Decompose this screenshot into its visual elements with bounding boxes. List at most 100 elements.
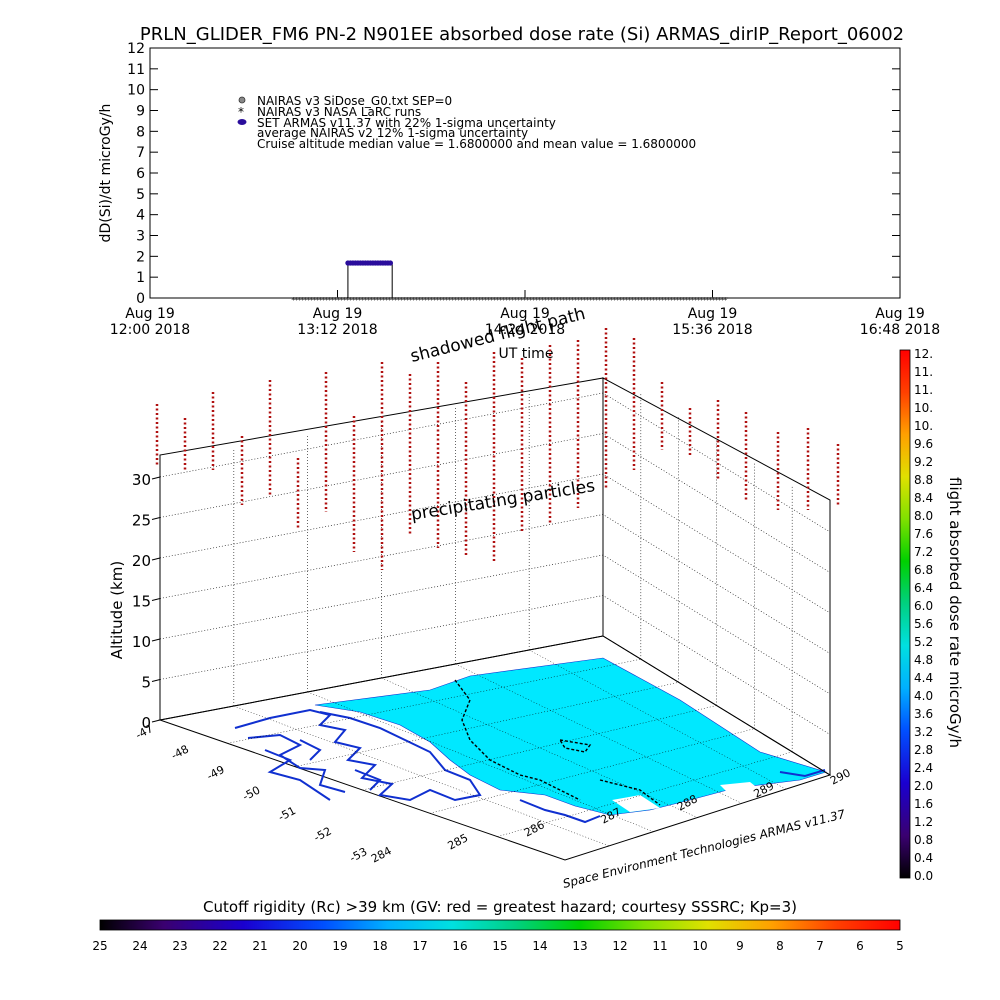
dose-y-tick-label: 0 [136, 291, 145, 307]
altitude-z-ticks: 0 5 10 15 20 25 30 [132, 471, 161, 732]
dose-colorbar-tick: 7.6 [914, 527, 933, 541]
nairas-point: * [711, 296, 715, 305]
floor-gridline [429, 728, 755, 814]
nairas-point: * [720, 296, 724, 305]
legend-marker-sep0 [238, 96, 246, 104]
nairas-point: * [609, 296, 613, 305]
dose-colorbar-tick: 10. [914, 419, 933, 433]
nairas-point: * [552, 296, 556, 305]
nairas-point: * [537, 296, 541, 305]
nairas-point: * [528, 296, 532, 305]
rigidity-colorbar-tick: 18 [372, 939, 387, 953]
nairas-point: * [363, 296, 367, 305]
nairas-point: * [681, 296, 685, 305]
dose-colorbar-tick: 0.8 [914, 833, 933, 847]
dose-colorbar-tick: 4.0 [914, 689, 933, 703]
latitude-tick-label: -51 [276, 804, 298, 824]
altitude-tick-label: 30 [132, 471, 151, 489]
nairas-point: * [360, 296, 364, 305]
dose-colorbar-tick: 3.6 [914, 707, 933, 721]
armas-point [387, 260, 394, 266]
nairas-point: * [576, 296, 580, 305]
dose-colorbar-tick: 8.0 [914, 509, 933, 523]
nairas-point: * [336, 296, 340, 305]
dose-colorbar-gradient [899, 349, 911, 879]
nairas-point: * [321, 296, 325, 305]
rigidity-colorbar-tick: 23 [172, 939, 187, 953]
nairas-point: * [705, 296, 709, 305]
dose-colorbar-tick: 5.6 [914, 617, 933, 631]
dose-y-tick-label: 3 [136, 229, 145, 245]
altitude-tick-label: 5 [141, 674, 151, 692]
rigidity-colorbar-tick: 6 [856, 939, 864, 953]
nairas-point: * [555, 296, 559, 305]
altitude-tick-mark [151, 638, 161, 642]
nairas-point: * [648, 296, 652, 305]
nairas-point: * [492, 296, 496, 305]
rigidity-colorbar-tick: 9 [736, 939, 744, 953]
rigidity-colorbar-tick: 19 [332, 939, 347, 953]
dose-colorbar-tick: 6.8 [914, 563, 933, 577]
nairas-point: * [708, 296, 712, 305]
dose-colorbar-tick: 6.4 [914, 581, 933, 595]
rigidity-colorbar-tick: 17 [412, 939, 427, 953]
dose-y-tick-label: 7 [136, 145, 145, 161]
nairas-point: * [603, 296, 607, 305]
nairas-point: * [408, 296, 412, 305]
dose-colorbar-tick: 2.0 [914, 779, 933, 793]
floor-gridline [381, 677, 698, 818]
dose-colorbar-tick: 0.0 [914, 869, 933, 883]
nairas-point: * [402, 296, 406, 305]
nairas-point: * [660, 296, 664, 305]
nairas-point: * [405, 296, 409, 305]
dose-x-tick-time: 12:00 2018 [110, 322, 190, 338]
dose-x-tick-time: 16:48 2018 [860, 322, 940, 338]
altitude-gridline [159, 595, 831, 735]
nairas-point: * [396, 296, 400, 305]
nairas-point: * [615, 296, 619, 305]
nairas-point: * [324, 296, 328, 305]
rigidity-colorbar: Cutoff rigidity (Rc) >39 km (GV: red = g… [92, 898, 903, 953]
dose-y-tick-label: 9 [136, 104, 145, 120]
dose-colorbar-tick: 0.4 [914, 851, 933, 865]
nairas-point: * [420, 296, 424, 305]
latitude-tick-label: -47 [133, 722, 155, 742]
nairas-point: * [696, 296, 700, 305]
nairas-point: * [468, 296, 472, 305]
rigidity-colorbar-tick: 10 [692, 939, 707, 953]
annotation-precipitating-particles: precipitating particles [410, 476, 597, 525]
rigidity-colorbar-tick: 14 [532, 939, 547, 953]
nairas-point: * [303, 296, 307, 305]
nairas-point: * [342, 296, 346, 305]
nairas-point: * [564, 296, 568, 305]
nairas-point: * [459, 296, 463, 305]
dose-x-tick-date: Aug 19 [688, 306, 738, 322]
nairas-point: * [318, 296, 322, 305]
dose-x-tick-time: 14:24 2018 [485, 322, 565, 338]
nairas-point: * [654, 296, 658, 305]
latitude-tick-label: -48 [169, 742, 191, 762]
legend-entry-nairas-v2: average NAIRAS v2 12% 1-sigma uncertaint… [257, 126, 528, 140]
nairas-point: * [579, 296, 583, 305]
nairas-point: * [558, 296, 562, 305]
nairas-point: * [624, 296, 628, 305]
nairas-point: * [672, 296, 676, 305]
nairas-point: * [480, 296, 484, 305]
floor-gridline [362, 705, 717, 791]
rigidity-colorbar-tick: 7 [816, 939, 824, 953]
dose-colorbar-ticks: 0.0 0.4 0.8 1.2 1.6 2.0 2.4 2.8 3.2 3.6 4.0 4.4 4.8 5… [914, 347, 933, 883]
nairas-point: * [606, 296, 610, 305]
altitude-tick-mark [151, 598, 161, 601]
rigidity-colorbar-label: Cutoff rigidity (Rc) >39 km (GV: red = g… [203, 898, 797, 916]
altitude-3d-panel: 0 5 10 15 20 25 30 -47 -48 -49 -50 -51 -52 -53 284 28… [108, 304, 853, 891]
nairas-point: * [501, 296, 505, 305]
rigidity-colorbar-tick: 15 [492, 939, 507, 953]
nairas-point: * [297, 296, 301, 305]
nairas-point: * [414, 296, 418, 305]
nairas-point: * [465, 296, 469, 305]
dose-colorbar-tick: 2.4 [914, 761, 933, 775]
dose-colorbar-tick: 9.6 [914, 437, 933, 451]
nairas-point: * [312, 296, 316, 305]
nairas-point: * [519, 296, 523, 305]
